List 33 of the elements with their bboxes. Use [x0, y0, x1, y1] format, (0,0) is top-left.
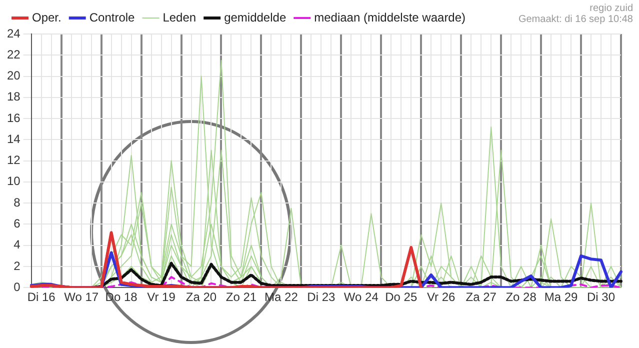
x-tick-label: Zo 28 — [506, 290, 537, 304]
x-tick-label: Ma 29 — [544, 290, 578, 304]
y-tick-label: 10 — [6, 174, 21, 188]
x-tick-label: Wo 24 — [344, 290, 379, 304]
y-tick-label: 0 — [14, 280, 21, 294]
y-tick-label: 16 — [6, 110, 21, 125]
text: Gemaakt: di 16 sep 10:48 — [518, 14, 633, 25]
y-tick-label: 18 — [6, 90, 21, 104]
y-tick-label: 20 — [6, 68, 21, 83]
legend-label: Oper. — [32, 10, 62, 24]
x-tick-label: Za 27 — [466, 290, 497, 304]
x-tick-label: Wo 17 — [64, 290, 99, 304]
x-tick-label: Vr 19 — [147, 290, 176, 304]
x-tick-label: Zo 21 — [226, 290, 257, 304]
legend-label: mediaan (middelste waarde) — [314, 10, 466, 24]
text: regio zuid — [588, 3, 633, 14]
x-tick-label: Do 25 — [385, 290, 418, 304]
y-tick-label: 4 — [14, 238, 21, 252]
y-tick-label: 2 — [14, 258, 21, 273]
y-tick-label: 22 — [6, 47, 21, 62]
x-tick-label: Di 23 — [307, 290, 336, 304]
y-tick-label: 12 — [6, 153, 21, 168]
x-tick-label: Za 20 — [186, 290, 217, 304]
legend-label: Controle — [89, 10, 136, 24]
legend-label: Leden — [162, 10, 196, 24]
y-tick-label: 6 — [14, 216, 21, 231]
x-tick-label: Di 16 — [27, 290, 56, 304]
y-tick-label: 14 — [6, 132, 21, 146]
y-tick-label: 24 — [6, 26, 21, 40]
x-tick-label: Di 30 — [587, 290, 616, 304]
x-tick-label: Vr 26 — [426, 290, 456, 304]
legend-label: gemiddelde — [224, 10, 286, 24]
y-tick-label: 8 — [14, 195, 21, 210]
